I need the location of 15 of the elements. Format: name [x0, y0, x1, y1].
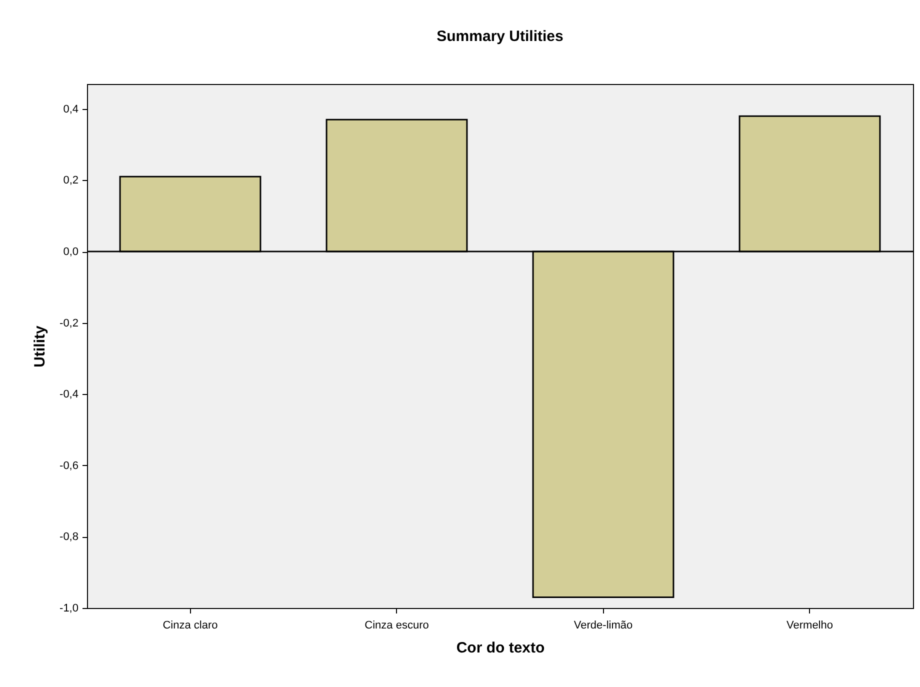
- y-tick-label: 0,0: [63, 246, 78, 258]
- y-tick-label: 0,4: [63, 103, 78, 116]
- y-tick-label: -1,0: [60, 602, 78, 614]
- x-tick-label: Cinza escuro: [364, 620, 429, 632]
- y-axis-title: Utility: [32, 325, 49, 368]
- y-tick-label: -0,4: [60, 388, 78, 401]
- y-tick-label: 0,2: [63, 174, 78, 187]
- x-tick-label: Cinza claro: [162, 620, 218, 632]
- y-tick-label: -0,8: [60, 531, 78, 544]
- y-tick-label: -0,6: [60, 460, 78, 472]
- x-axis-title: Cor do texto: [456, 640, 545, 656]
- y-tick-label: -0,2: [60, 317, 78, 330]
- chart-title: Summary Utilities: [436, 28, 564, 45]
- x-tick-label: Vermelho: [786, 620, 833, 632]
- x-tick-label: Verde-limão: [574, 620, 633, 632]
